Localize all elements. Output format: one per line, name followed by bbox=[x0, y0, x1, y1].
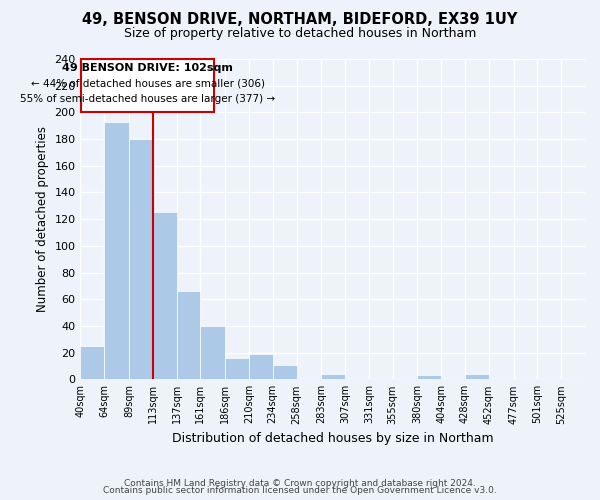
Text: 55% of semi-detached houses are larger (377) →: 55% of semi-detached houses are larger (… bbox=[20, 94, 275, 104]
Text: 49, BENSON DRIVE, NORTHAM, BIDEFORD, EX39 1UY: 49, BENSON DRIVE, NORTHAM, BIDEFORD, EX3… bbox=[82, 12, 518, 28]
Text: Contains public sector information licensed under the Open Government Licence v3: Contains public sector information licen… bbox=[103, 486, 497, 495]
Bar bbox=[225, 358, 249, 380]
Bar bbox=[249, 354, 273, 380]
Bar bbox=[176, 291, 200, 380]
Bar bbox=[104, 122, 129, 380]
Text: ← 44% of detached houses are smaller (306): ← 44% of detached houses are smaller (30… bbox=[31, 78, 265, 88]
FancyBboxPatch shape bbox=[82, 59, 214, 112]
Bar bbox=[418, 376, 441, 380]
Bar bbox=[322, 374, 345, 380]
Text: 49 BENSON DRIVE: 102sqm: 49 BENSON DRIVE: 102sqm bbox=[62, 64, 233, 74]
Bar bbox=[129, 139, 153, 380]
Bar bbox=[153, 212, 176, 380]
X-axis label: Distribution of detached houses by size in Northam: Distribution of detached houses by size … bbox=[172, 432, 494, 445]
Text: Size of property relative to detached houses in Northam: Size of property relative to detached ho… bbox=[124, 28, 476, 40]
Y-axis label: Number of detached properties: Number of detached properties bbox=[36, 126, 49, 312]
Bar bbox=[80, 346, 104, 380]
Bar bbox=[200, 326, 225, 380]
Bar bbox=[273, 364, 296, 380]
Bar bbox=[465, 374, 489, 380]
Text: Contains HM Land Registry data © Crown copyright and database right 2024.: Contains HM Land Registry data © Crown c… bbox=[124, 478, 476, 488]
